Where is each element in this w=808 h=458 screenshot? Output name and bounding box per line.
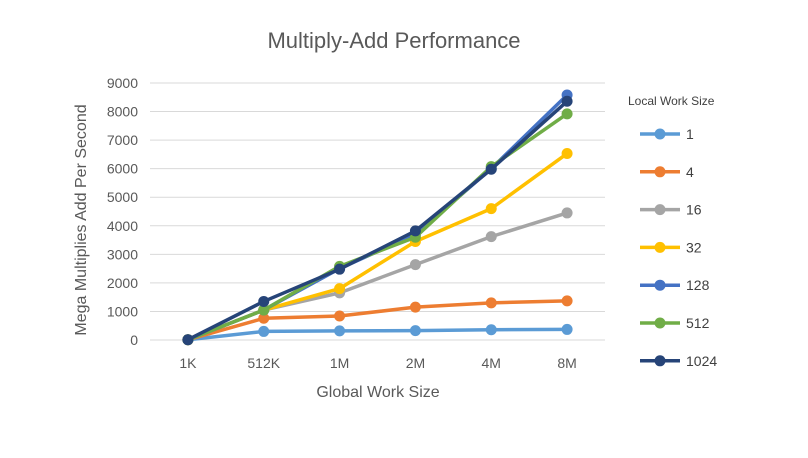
series-128: [182, 89, 573, 346]
series-1: [182, 323, 573, 346]
legend: 1 4 16 32 128 512 1024: [640, 126, 717, 369]
series-512: [182, 108, 573, 346]
y-axis-title: Mega Multiplies Add Per Second: [73, 104, 90, 335]
data-point: [258, 325, 270, 337]
data-point: [258, 295, 270, 307]
legend-label: 4: [686, 164, 694, 180]
legend-title: Local Work Size: [628, 94, 715, 108]
series-32: [182, 148, 573, 346]
x-axis-title: Global Work Size: [316, 384, 439, 401]
data-point: [258, 312, 270, 324]
data-point: [409, 325, 421, 337]
legend-label: 32: [686, 239, 702, 255]
chart-title: Multiply-Add Performance: [267, 28, 520, 53]
legend-marker: [654, 204, 666, 216]
legend-label: 128: [686, 277, 710, 293]
y-tick-label: 3000: [107, 246, 138, 262]
legend-label: 1024: [686, 353, 717, 369]
y-tick-label: 4000: [107, 218, 138, 234]
data-point: [334, 325, 346, 337]
data-point: [485, 324, 497, 336]
data-point: [334, 263, 346, 275]
data-point: [561, 207, 573, 219]
x-tick-label: 8M: [557, 355, 576, 371]
legend-entry: 16: [640, 202, 702, 218]
x-axis-ticks: 1K 512K 1M 2M 4M 8M: [179, 355, 576, 371]
y-tick-label: 8000: [107, 104, 138, 120]
data-point: [561, 323, 573, 335]
y-tick-label: 2000: [107, 275, 138, 291]
legend-marker: [654, 166, 666, 178]
y-tick-label: 5000: [107, 189, 138, 205]
y-tick-label: 1000: [107, 303, 138, 319]
legend-entry: 4: [640, 164, 694, 180]
series-line: [186, 99, 569, 342]
series-1024: [182, 95, 573, 346]
data-point: [561, 295, 573, 307]
y-axis-ticks: 0 1000 2000 3000 4000 5000 6000 7000 8000 9000: [107, 75, 138, 348]
series-line: [186, 112, 569, 342]
data-point: [485, 163, 497, 175]
legend-entry: 1: [640, 126, 694, 142]
legend-entry: 128: [640, 277, 710, 293]
data-point: [409, 225, 421, 237]
data-point: [485, 231, 497, 243]
series-lines: [182, 89, 573, 346]
data-point: [561, 148, 573, 160]
legend-marker: [654, 355, 666, 367]
data-point: [258, 304, 270, 316]
x-tick-label: 512K: [247, 355, 280, 371]
data-point: [334, 283, 346, 295]
data-point: [561, 108, 573, 120]
series-line: [186, 299, 569, 342]
y-tick-label: 7000: [107, 132, 138, 148]
y-tick-label: 9000: [107, 75, 138, 91]
legend-entry: 1024: [640, 353, 717, 369]
legend-entry: 32: [640, 239, 702, 255]
series-line: [186, 211, 569, 342]
gridlines: [150, 82, 605, 312]
data-point: [409, 301, 421, 313]
y-tick-label: 6000: [107, 161, 138, 177]
legend-label: 512: [686, 315, 710, 331]
data-point: [561, 95, 573, 107]
data-point: [409, 259, 421, 271]
legend-entry: 512: [640, 315, 710, 331]
legend-label: 16: [686, 202, 702, 218]
data-point: [485, 203, 497, 215]
data-point: [334, 310, 346, 322]
x-tick-label: 1M: [330, 355, 349, 371]
legend-label: 1: [686, 126, 694, 142]
x-tick-label: 2M: [406, 355, 425, 371]
series-line: [186, 327, 569, 342]
legend-marker: [654, 128, 666, 140]
x-tick-label: 1K: [179, 355, 197, 371]
data-point: [182, 334, 194, 346]
data-point: [485, 297, 497, 309]
x-tick-label: 4M: [482, 355, 501, 371]
legend-marker: [654, 241, 666, 253]
legend-marker: [654, 279, 666, 291]
legend-marker: [654, 317, 666, 329]
y-tick-label: 0: [130, 332, 138, 348]
